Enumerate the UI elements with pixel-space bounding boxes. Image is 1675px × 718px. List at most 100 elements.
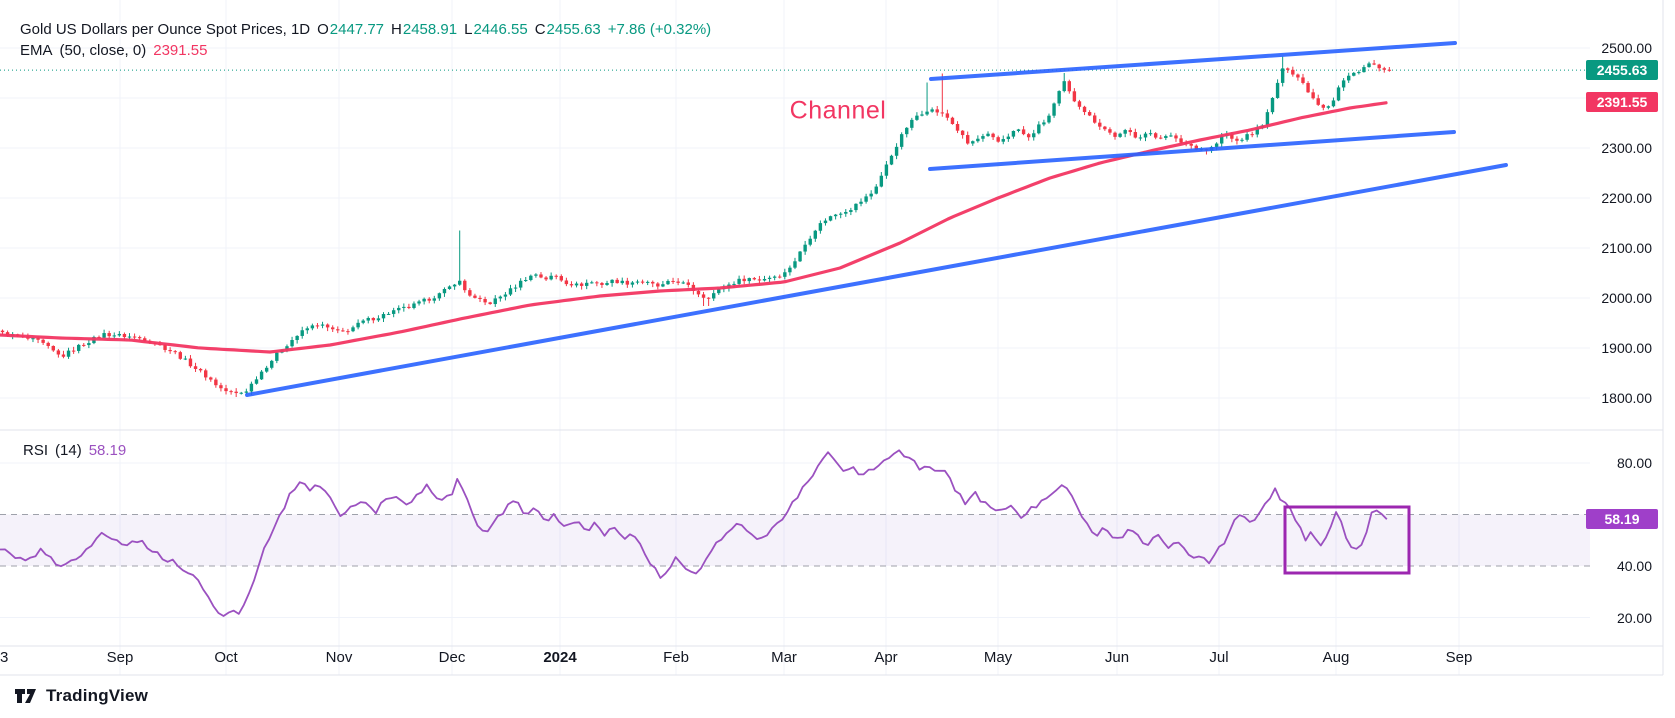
price-tick-label: 1900.00: [1601, 340, 1652, 356]
candle-body: [544, 277, 548, 280]
candle-body: [1306, 82, 1310, 93]
candle-body: [407, 306, 411, 308]
candle-body: [818, 223, 823, 231]
grid-lines: [0, 0, 1590, 675]
candle-body: [1372, 63, 1376, 65]
symbol-title: Gold US Dollars per Ounce Spot Prices, 1…: [20, 21, 311, 38]
time-axis-label-2024: 2024: [543, 649, 577, 666]
candle-body: [823, 220, 828, 224]
candle-body: [61, 354, 66, 357]
rsi-legend-row[interactable]: RSI (14) 58.19: [23, 442, 126, 459]
candle-body: [666, 280, 670, 285]
candle-body: [1367, 63, 1371, 68]
candle-body: [1240, 139, 1244, 141]
candle-body: [656, 283, 660, 287]
candle-body: [747, 278, 751, 282]
candle-body: [894, 146, 899, 156]
candle-body: [1108, 129, 1112, 133]
candle-body: [1143, 133, 1148, 138]
candle-body: [422, 298, 426, 302]
candle-body: [1275, 82, 1280, 98]
time-axis-label-oct: Oct: [214, 649, 238, 666]
candle-body: [41, 339, 45, 343]
candle-body: [478, 297, 482, 300]
candle-body: [579, 283, 584, 286]
candle-body: [1133, 132, 1138, 138]
candle-body: [361, 320, 365, 323]
candle-body: [554, 275, 558, 277]
candle-body: [854, 203, 858, 211]
ema-price-badge: 2391.55: [1586, 92, 1658, 113]
ema-legend-row[interactable]: EMA (50, close, 0) 2391.55: [20, 42, 207, 59]
candle-body: [1026, 134, 1031, 138]
candle-body: [102, 333, 106, 338]
time-axis-label-apr: Apr: [874, 649, 898, 666]
candle-body: [620, 280, 624, 284]
candle-body: [971, 141, 975, 144]
candle-body: [524, 280, 528, 282]
candle-body: [920, 114, 924, 116]
candle-body: [127, 336, 132, 338]
candle-body: [833, 214, 838, 217]
rsi-highlight-rectangle[interactable]: [1283, 505, 1411, 575]
candle-body: [849, 210, 853, 212]
candle-body: [1362, 67, 1366, 73]
candle-body: [1357, 72, 1361, 74]
user-drawings[interactable]: [245, 41, 1508, 575]
candle-body: [595, 282, 599, 284]
candle-body: [569, 284, 574, 286]
candle-body: [417, 301, 421, 304]
candle-body: [844, 211, 848, 214]
candle-body: [798, 251, 802, 262]
candle-body: [808, 238, 812, 245]
candle-body: [839, 213, 843, 215]
candle-body: [1042, 122, 1046, 125]
candle-body: [1377, 64, 1381, 69]
candle-body: [600, 283, 604, 285]
price-tick-label: 2300.00: [1601, 140, 1652, 156]
tradingview-attribution[interactable]: TradingView: [14, 686, 148, 706]
time-axis-label-jun: Jun: [1104, 649, 1130, 666]
rsi-tick-label: 40.00: [1616, 558, 1652, 574]
candle-body: [427, 298, 431, 301]
candle-body: [960, 130, 965, 136]
candle-body: [752, 278, 757, 280]
symbol-legend-row[interactable]: Gold US Dollars per Ounce Spot Prices, 1…: [20, 21, 711, 38]
candle-body: [112, 335, 116, 337]
candle-body: [925, 111, 929, 115]
candle-body: [1082, 106, 1087, 113]
price-tick-label: 2200.00: [1601, 190, 1652, 206]
candle-body: [564, 280, 569, 285]
channel-text-annotation[interactable]: Channel: [789, 96, 887, 125]
candle-body: [1194, 145, 1198, 150]
candle-body: [788, 267, 792, 273]
candle-body: [991, 133, 995, 138]
candle-body: [955, 124, 960, 131]
candle-body: [107, 333, 111, 337]
candle-body: [1138, 137, 1143, 139]
candle-body: [468, 290, 472, 296]
candle-body: [1148, 133, 1153, 135]
candle-body: [376, 318, 381, 321]
candle-body: [341, 330, 345, 332]
ema-name: EMA: [20, 42, 53, 59]
price-change: +7.86 (+0.32%): [607, 21, 712, 38]
candle-body: [737, 278, 741, 284]
candle-body: [986, 133, 990, 137]
candle-body: [51, 345, 55, 351]
candle-body: [366, 317, 370, 321]
long-support-trendline[interactable]: [245, 163, 1508, 397]
ema-line: [0, 101, 1388, 354]
candle-body: [585, 282, 589, 286]
candle-body: [1341, 80, 1346, 88]
channel-upper-line[interactable]: [929, 41, 1457, 81]
channel-lower-line[interactable]: [928, 130, 1456, 171]
candle-body: [82, 344, 86, 346]
candle-body: [371, 317, 376, 321]
candle-body: [1220, 136, 1224, 144]
candle-body: [828, 216, 833, 221]
candle-body: [173, 351, 177, 353]
candle-body: [1006, 136, 1011, 140]
candle-body: [66, 350, 71, 357]
